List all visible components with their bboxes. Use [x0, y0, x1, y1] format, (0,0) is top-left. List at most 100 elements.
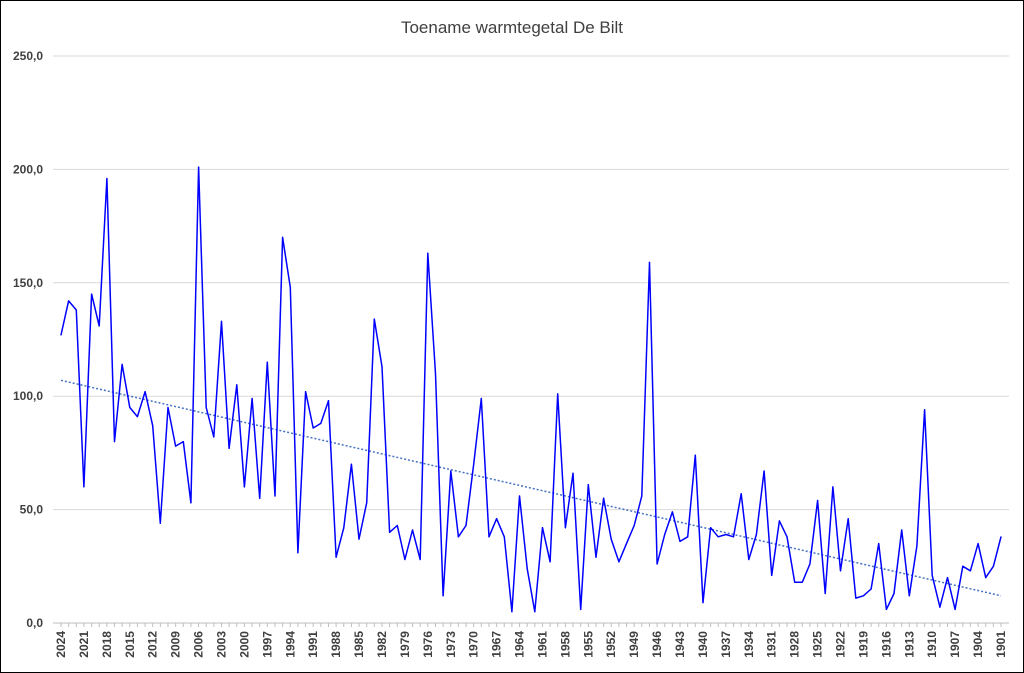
data-point — [68, 300, 70, 302]
data-point — [526, 567, 528, 570]
x-tick-label: 1922 — [834, 631, 848, 658]
data-point — [587, 484, 589, 486]
data-point — [725, 533, 727, 536]
data-point — [740, 493, 742, 495]
data-point — [297, 552, 299, 554]
data-point — [396, 524, 398, 527]
data-point — [534, 611, 536, 613]
data-point — [687, 536, 689, 538]
data-point — [985, 577, 987, 579]
data-point — [60, 334, 62, 336]
data-point — [427, 252, 429, 254]
x-tick-label: 1991 — [306, 631, 320, 658]
x-axis-ticks: 2024 2021 2018 2015 2012 2009 2006 2003 2000 1997… — [54, 623, 1008, 658]
data-point — [473, 463, 475, 465]
x-tick-label: 1901 — [994, 631, 1008, 658]
data-point — [381, 366, 383, 368]
trendline — [60, 379, 1002, 597]
x-tick-label: 2015 — [123, 631, 137, 658]
data-point — [908, 595, 910, 597]
data-point — [992, 565, 994, 567]
data-point — [603, 497, 605, 499]
data-point — [389, 531, 391, 533]
y-tick-label: 150,0 — [13, 276, 43, 290]
data-point — [709, 527, 712, 529]
data-point — [816, 499, 819, 502]
data-point — [786, 536, 788, 538]
data-point — [266, 361, 268, 363]
data-point — [213, 436, 215, 438]
y-tick-label: 100,0 — [13, 389, 43, 403]
x-tick-label: 1979 — [398, 631, 412, 658]
x-tick-label: 1949 — [627, 631, 641, 658]
data-point — [488, 536, 490, 538]
data-point — [771, 574, 773, 576]
data-point — [152, 425, 154, 427]
x-tick-label: 1910 — [925, 631, 939, 658]
data-point — [434, 372, 437, 375]
x-tick-label: 1973 — [444, 631, 458, 658]
data-point — [113, 440, 116, 443]
data-point — [90, 293, 93, 295]
chart-title: Toename warmtegetal De Bilt — [401, 18, 623, 37]
data-point — [641, 495, 643, 497]
data-point — [259, 497, 261, 499]
x-tick-label: 2006 — [192, 631, 206, 658]
data-point — [419, 558, 421, 561]
data-point — [809, 563, 811, 565]
data-point — [580, 608, 582, 610]
data-point — [794, 581, 796, 583]
data-point — [136, 416, 139, 418]
x-tick-label: 1928 — [788, 631, 802, 658]
data-point — [755, 533, 758, 536]
data-point — [694, 454, 696, 456]
data-point — [159, 522, 161, 524]
data-point — [778, 520, 780, 522]
x-tick-label: 1937 — [719, 631, 733, 658]
data-point — [106, 177, 108, 180]
data-point — [625, 543, 628, 545]
data-point — [702, 601, 704, 604]
x-tick-label: 1997 — [260, 631, 274, 658]
data-point — [457, 536, 459, 538]
x-tick-label: 1967 — [490, 631, 504, 658]
data-point — [465, 524, 467, 527]
data-point — [312, 427, 314, 429]
data-point — [144, 391, 146, 393]
x-tick-label: 2009 — [169, 631, 183, 658]
x-tick-label: 1904 — [971, 631, 985, 658]
data-point — [557, 393, 559, 395]
data-point — [931, 574, 933, 576]
data-point — [83, 486, 85, 488]
data-point — [541, 527, 544, 529]
data-point — [618, 561, 620, 563]
data-point — [358, 538, 360, 540]
data-point — [732, 536, 735, 538]
x-tick-label: 2024 — [54, 631, 68, 658]
data-point — [327, 400, 330, 402]
data-point — [977, 543, 979, 545]
data-point — [595, 556, 597, 558]
data-point — [671, 511, 673, 513]
x-tick-label: 1961 — [535, 631, 549, 658]
data-point — [411, 529, 414, 531]
data-point — [450, 470, 452, 472]
data-point — [893, 592, 895, 595]
data-point — [916, 545, 918, 547]
data-point — [824, 592, 826, 595]
x-tick-label: 1958 — [558, 631, 572, 658]
data-point — [129, 406, 131, 409]
data-point — [175, 445, 177, 447]
x-tick-label: 1952 — [604, 631, 618, 658]
data-point — [962, 565, 964, 567]
y-axis-ticks: 0,0 50,0 100,0 150,0 200,0 250,0 — [13, 49, 43, 630]
data-point — [763, 470, 765, 472]
x-tick-label: 2018 — [100, 631, 114, 658]
x-tick-label: 1940 — [696, 631, 710, 658]
x-tick-label: 1985 — [352, 631, 366, 658]
data-point — [946, 577, 949, 579]
data-point — [664, 533, 666, 536]
x-tick-label: 1946 — [650, 631, 664, 658]
data-point — [167, 406, 169, 409]
data-point — [885, 608, 887, 610]
